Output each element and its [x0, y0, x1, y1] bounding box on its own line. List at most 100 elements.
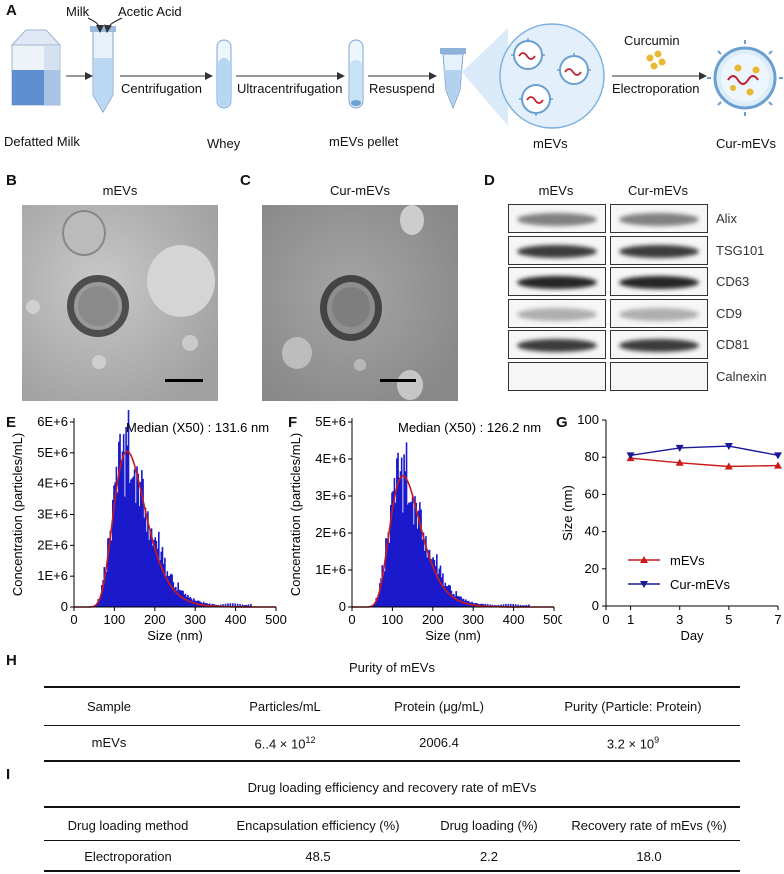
histogram-bar [171, 574, 173, 607]
histogram-bar [376, 598, 379, 607]
histogram-bar [438, 568, 441, 607]
x-tick-label: 3 [676, 612, 683, 627]
tem-cur-mevs-title: Cur-mEVs [330, 183, 390, 198]
histogram-bar [525, 604, 528, 607]
histogram-bar [119, 433, 121, 607]
histogram-bar [130, 479, 132, 607]
milk-label: Milk [66, 4, 90, 19]
histogram-bar [386, 538, 388, 607]
electroporation-label: Electroporation [612, 81, 700, 96]
histogram-bar [444, 582, 447, 607]
histogram-bar [101, 585, 103, 607]
table-h-cell-particles: 6..4 × 1012 [254, 735, 316, 752]
x-tick-label: 0 [602, 612, 609, 627]
resuspend-label: Resuspend [369, 81, 435, 96]
scale-bar [380, 379, 416, 382]
histogram-bar [135, 502, 137, 607]
histogram-bar [176, 590, 178, 607]
y-tick-label: 0 [592, 598, 599, 613]
histogram-bar [239, 604, 241, 607]
x-tick-label: 200 [422, 612, 444, 627]
blot-band [508, 330, 606, 359]
histogram-bar [500, 604, 502, 607]
histogram-bar [426, 557, 428, 607]
mevs-label: mEVs [533, 136, 568, 151]
histogram-bar [158, 531, 160, 607]
histogram-bar [162, 563, 165, 607]
histogram-bar [522, 605, 524, 607]
histogram-bar [222, 604, 224, 607]
histogram-bar [99, 595, 102, 607]
histogram-bar [400, 457, 403, 607]
histogram-bar [451, 594, 454, 607]
table-h-title: Purity of mEVs [349, 660, 435, 675]
table-h-header: Sample [86, 699, 132, 714]
legend-label: mEVs [670, 553, 705, 568]
histogram-bar [439, 565, 442, 607]
histogram-bar [141, 470, 143, 607]
histogram-bar [387, 532, 390, 607]
histogram-bar [502, 604, 505, 607]
histogram-bar [115, 466, 118, 607]
series-line [630, 457, 779, 468]
histogram-bar [414, 496, 416, 607]
table-h-cell-protein: 2006.4 [419, 735, 459, 750]
cur-mev-vesicle-icon [707, 40, 783, 116]
table-i-header: Drug loading method [67, 818, 189, 833]
blot-col-mevs: mEVs [538, 183, 574, 198]
histogram-bar [445, 586, 448, 607]
y-tick-label: 3E+6 [315, 488, 346, 503]
y-tick-label: 2E+6 [315, 525, 346, 540]
histogram-bar [425, 536, 427, 607]
histogram-bar [436, 554, 438, 607]
histogram-bar [397, 452, 399, 607]
table-h-header: Particles/mL [249, 699, 321, 714]
pellet-tube-icon [348, 39, 364, 109]
blot-band [610, 235, 708, 265]
histogram-bar [244, 605, 246, 607]
x-tick-label: 100 [104, 612, 126, 627]
table-i-header: Recovery rate of mEvs (%) [571, 818, 727, 833]
histogram-bar [409, 502, 411, 607]
histogram-bar [131, 478, 133, 607]
chart-g-stability: 0 1 3 5 7 0 20 40 60 80 100 Day Size (nm) mEVs Cur-mEV… [560, 412, 782, 643]
histogram-bar [127, 410, 130, 607]
histogram-bar [509, 603, 512, 607]
histogram-bar [449, 585, 451, 607]
x-tick-label: 5 [725, 612, 732, 627]
x-axis-label: Size (nm) [425, 628, 481, 643]
blot-band [508, 267, 606, 296]
panel-label-b: B [6, 172, 17, 189]
milk-carton-icon [10, 29, 62, 106]
histogram-bar [150, 528, 153, 607]
histogram-bar [505, 603, 507, 607]
histogram-bar [519, 604, 522, 607]
x-tick-label: 500 [265, 612, 287, 627]
histogram-bar [413, 524, 415, 607]
curcumin-label: Curcumin [624, 33, 680, 48]
histogram-bar [442, 573, 444, 607]
histogram-bar [172, 582, 175, 607]
blot-band [610, 361, 708, 391]
histogram-bar [114, 482, 116, 607]
table-h-header: Protein (μg/mL) [394, 699, 484, 714]
blot-marker-label: Calnexin [716, 368, 767, 384]
histogram-bar [181, 590, 183, 607]
x-tick-label: 0 [70, 612, 77, 627]
curcumin-dots-icon [646, 50, 666, 70]
table-h-cell-purity: 3.2 × 109 [606, 735, 660, 752]
histogram-bar [427, 550, 430, 607]
histogram-bar [160, 551, 163, 607]
histogram-bar [247, 604, 250, 607]
data-point [626, 452, 635, 460]
histogram-bar [419, 502, 421, 607]
legend-label: Cur-mEVs [670, 577, 730, 592]
panel-label-a: A [6, 2, 17, 19]
histogram-bar [463, 600, 466, 607]
median-annotation: Median (X50) : 126.2 nm [398, 420, 541, 435]
zoom-cone [462, 28, 508, 126]
mevs-pellet-label: mEVs pellet [329, 134, 399, 149]
histogram-bar [136, 466, 138, 607]
histogram-bar [120, 460, 123, 607]
histogram-bar [453, 593, 455, 607]
